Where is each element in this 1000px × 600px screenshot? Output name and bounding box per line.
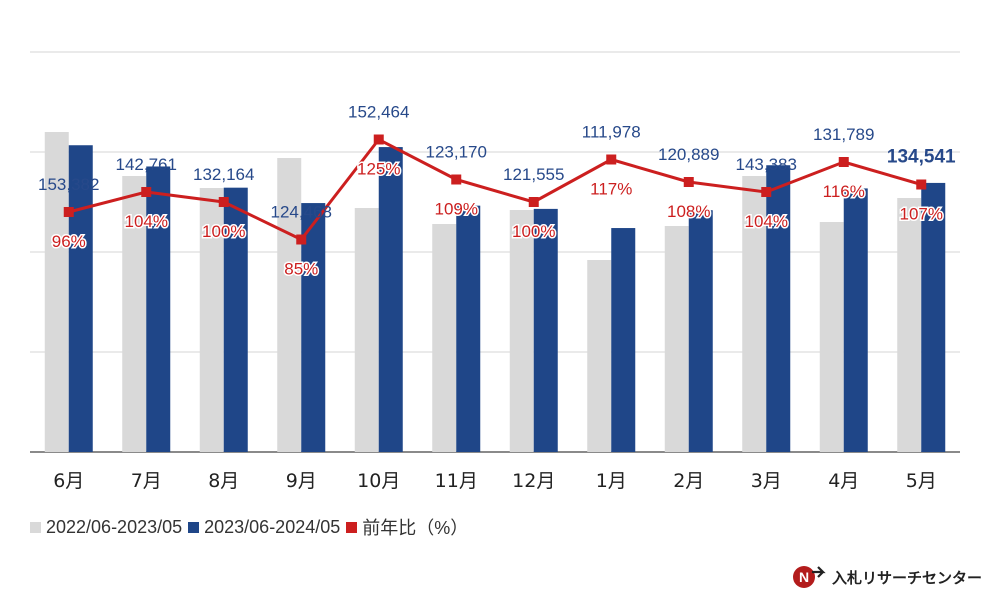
value-label-4: 124,468 — [271, 203, 332, 222]
bar-prev-3 — [199, 188, 224, 452]
x-tick-label: 8月 — [208, 470, 239, 492]
legend-item-prev: 2022/06-2023/05 — [30, 517, 182, 538]
yoy-marker-2 — [141, 187, 152, 197]
yoy-marker-4 — [296, 234, 307, 245]
legend-swatch-yoy — [346, 521, 358, 533]
x-tick-label: 6月 — [53, 470, 84, 492]
bar-prev-8 — [587, 260, 612, 452]
x-tick-label: 9月 — [286, 470, 317, 492]
x-tick-label: 7月 — [131, 470, 162, 492]
legend-label-yoy: 前年比（%） — [362, 518, 469, 538]
x-tick-label: 11月 — [435, 470, 478, 492]
yoy-label-2: 104% — [125, 212, 168, 231]
yoy-line-path — [68, 138, 922, 241]
x-tick-label: 4月 — [828, 470, 859, 492]
yoy-marker-6 — [451, 174, 462, 185]
bars — [44, 132, 946, 452]
bar-current-8 — [611, 228, 636, 452]
x-tick-label: 3月 — [751, 470, 782, 492]
bar-current-3 — [223, 187, 248, 452]
yoy-label-9: 108% — [667, 202, 710, 221]
yoy-label-4: 85% — [284, 260, 318, 279]
value-label-6: 123,170 — [426, 143, 487, 162]
x-tick-label: 2月 — [673, 470, 704, 492]
data-labels: 153,382 96% 142,761 104% 132,164 100% 124,468 8… — [38, 103, 956, 281]
value-label-5: 152,464 — [348, 103, 409, 122]
yoy-marker-7 — [528, 197, 539, 207]
bar-current-7 — [533, 208, 558, 452]
gridlines — [30, 51, 960, 453]
bar-prev-10 — [742, 176, 767, 452]
bar-current-2 — [146, 166, 171, 452]
bar-prev-12 — [897, 198, 922, 452]
bar-current-9 — [688, 210, 713, 452]
value-label-1: 153,382 — [38, 175, 99, 194]
yoy-label-3: 100% — [202, 222, 245, 241]
value-label-8: 111,978 — [582, 123, 641, 142]
bar-current-12 — [921, 182, 946, 452]
bar-current-5 — [378, 147, 403, 452]
yoy-label-10: 104% — [745, 212, 788, 231]
brand-logo-icon: N — [792, 566, 826, 588]
value-label-2: 142,761 — [116, 155, 177, 174]
value-label-10: 143,383 — [736, 155, 797, 174]
bar-current-10 — [766, 165, 791, 452]
yoy-label-8: 117% — [590, 180, 632, 199]
x-tick-label: 5月 — [906, 470, 937, 492]
bar-prev-9 — [664, 226, 689, 452]
yoy-label-1: 96% — [52, 232, 86, 251]
yoy-marker-11 — [838, 157, 849, 167]
yoy-marker-1 — [63, 207, 74, 217]
yoy-marker-9 — [683, 177, 694, 187]
legend: 2022/06-2023/05 2023/06-2024/05 前年比（%） — [30, 513, 474, 541]
bar-current-4 — [301, 203, 326, 452]
bar-current-1 — [68, 145, 93, 452]
bar-prev-11 — [819, 222, 844, 452]
bar-prev-2 — [122, 176, 147, 452]
bar-prev-4 — [277, 158, 302, 452]
value-label-12: 134,541 — [887, 147, 956, 168]
x-tick-label: 10月 — [357, 470, 400, 492]
value-label-11: 131,789 — [813, 125, 874, 144]
yoy-marker-12 — [916, 179, 927, 190]
legend-item-current: 2023/06-2024/05 — [188, 517, 340, 538]
bar-current-6 — [456, 205, 481, 452]
yoy-marker-3 — [218, 197, 229, 207]
yoy-label-7: 100% — [512, 222, 555, 241]
yoy-label-6: 109% — [435, 200, 478, 219]
value-label-3: 132,164 — [193, 165, 254, 184]
value-label-9: 120,889 — [658, 145, 719, 164]
yoy-label-11: 116% — [823, 182, 865, 201]
yoy-marker-10 — [761, 187, 772, 197]
brand-name: 入札リサーチセンター — [831, 568, 982, 587]
legend-swatch-current — [188, 521, 200, 533]
bar-prev-6 — [432, 224, 457, 452]
yoy-marker-8 — [606, 154, 617, 165]
yoy-line — [63, 134, 927, 245]
x-axis: 6月 7月 8月 9月 10月 11月 12月 1月 2月 3月 4月 5月 — [53, 470, 937, 492]
value-label-7: 121,555 — [503, 165, 564, 184]
bar-prev-5 — [354, 208, 379, 452]
x-tick-label: 12月 — [512, 470, 555, 492]
x-tick-label: 1月 — [596, 470, 627, 492]
legend-swatch-prev — [30, 521, 41, 533]
brand-logo-block: N 入札リサーチセンター — [792, 562, 982, 592]
bar-prev-1 — [44, 132, 69, 452]
legend-item-yoy: 前年比（%） — [346, 514, 468, 540]
legend-label-prev: 2022/06-2023/05 — [46, 516, 183, 537]
bar-current-11 — [843, 188, 868, 452]
bar-prev-7 — [509, 210, 534, 452]
legend-label-current: 2023/06-2024/05 — [204, 516, 341, 537]
yoy-label-5: 125% — [357, 160, 400, 179]
yoy-label-12: 107% — [900, 205, 943, 224]
svg-text:N: N — [799, 569, 809, 585]
yoy-marker-5 — [373, 134, 384, 145]
